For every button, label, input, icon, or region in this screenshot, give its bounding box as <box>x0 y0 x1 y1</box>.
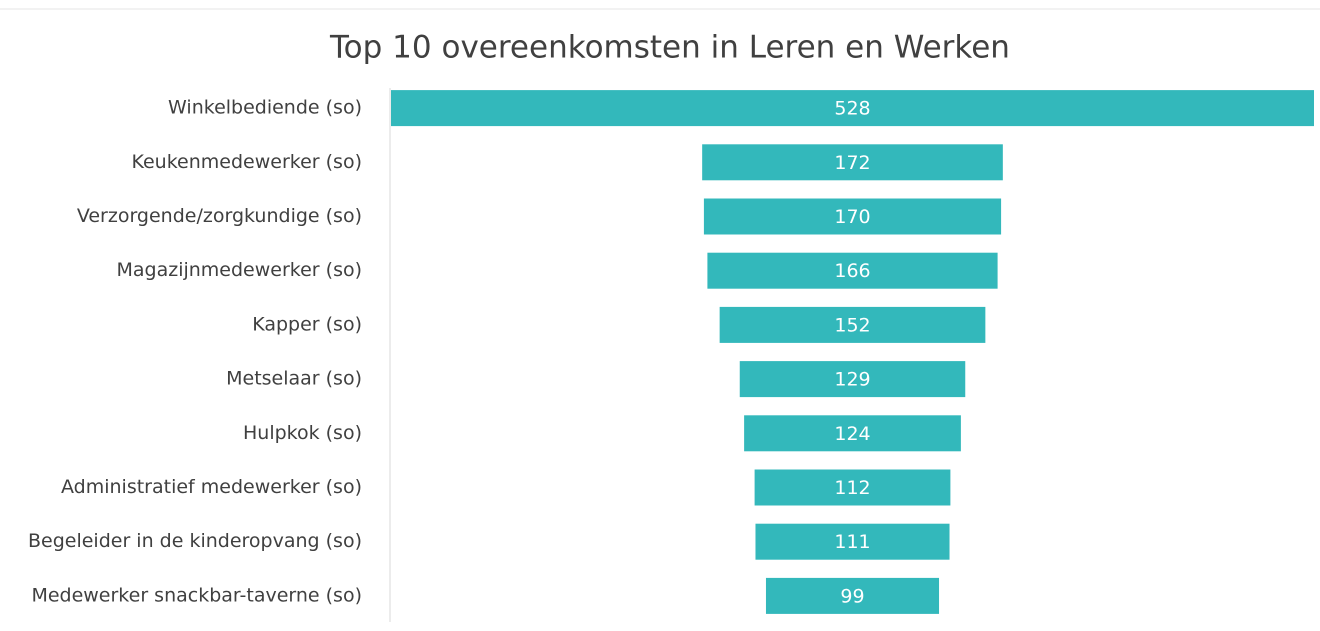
chart-title: Top 10 overeenkomsten in Leren en Werken <box>329 30 1010 66</box>
category-label: Medewerker snackbar-taverne (so) <box>31 584 362 606</box>
category-label: Winkelbediende (so) <box>168 97 362 119</box>
bar <box>707 252 998 289</box>
bar <box>744 415 961 452</box>
category-label: Magazijnmedewerker (so) <box>116 259 362 281</box>
category-label: Kapper (so) <box>252 313 362 335</box>
value-label: 170 <box>834 206 870 228</box>
category-label: Metselaar (so) <box>226 368 362 390</box>
value-label: 166 <box>834 260 870 282</box>
bar <box>765 577 940 614</box>
value-label: 129 <box>834 369 870 391</box>
bar <box>703 198 1002 235</box>
value-label: 528 <box>834 98 870 120</box>
bar <box>719 306 986 343</box>
category-label: Verzorgende/zorgkundige (so) <box>77 205 362 227</box>
category-label: Administratief medewerker (so) <box>61 476 362 498</box>
bar <box>702 144 1003 181</box>
category-label: Hulpkok (so) <box>243 422 362 444</box>
bar <box>754 469 951 506</box>
bar <box>391 90 1314 127</box>
category-label: Keukenmedewerker (so) <box>131 151 362 173</box>
bar <box>755 523 950 560</box>
bar <box>739 361 966 398</box>
category-label: Begeleider in de kinderopvang (so) <box>28 530 362 552</box>
value-label: 172 <box>834 152 870 174</box>
value-label: 99 <box>840 585 864 607</box>
value-label: 112 <box>834 477 870 499</box>
value-label: 111 <box>834 531 870 553</box>
value-label: 152 <box>834 314 870 336</box>
value-label: 124 <box>834 423 870 445</box>
